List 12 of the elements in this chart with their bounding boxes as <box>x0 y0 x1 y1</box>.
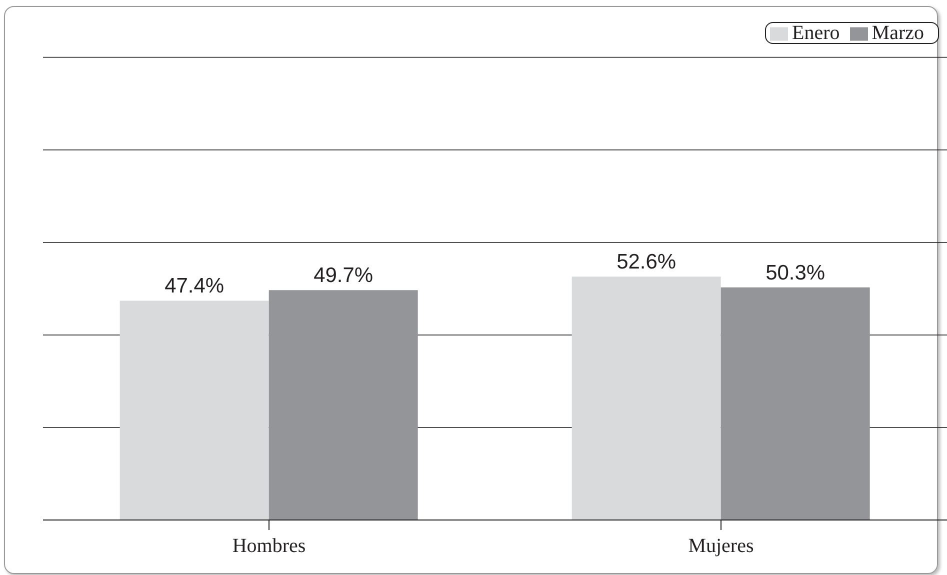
legend-label: Enero <box>792 22 840 44</box>
bar <box>120 300 269 520</box>
bar <box>720 287 870 520</box>
x-tick-label: Mujeres <box>688 535 754 558</box>
data-label: 52.6% <box>616 250 676 274</box>
data-label: 50.3% <box>766 261 826 284</box>
x-tick-label: Hombres <box>232 535 306 558</box>
legend-label: Marzo <box>872 22 924 44</box>
data-label: 47.4% <box>164 274 224 298</box>
data-label: 49.7% <box>314 264 374 288</box>
bar <box>572 276 721 520</box>
bar <box>268 290 418 520</box>
